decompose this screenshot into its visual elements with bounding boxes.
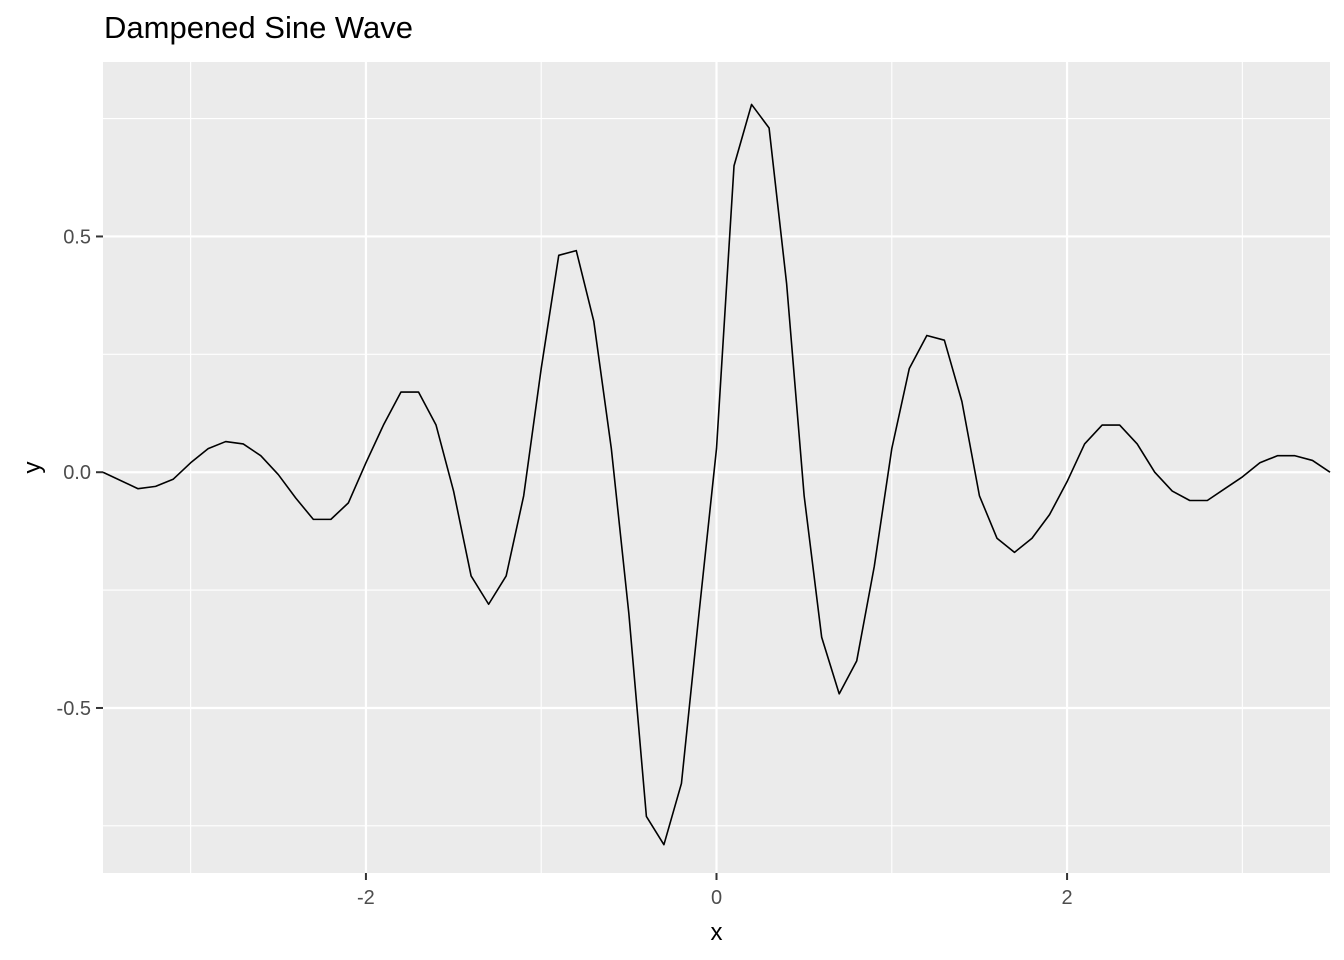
y-tick-label: -0.5 [57,698,91,720]
y-axis-ticks: -0.5 0.0 0.5 [57,226,103,720]
chart-title: Dampened Sine Wave [104,10,414,45]
y-tick-label: 0.0 [63,462,91,484]
x-axis-title: x [711,919,723,946]
series-line [102,103,1331,846]
y-axis-title: y [19,462,46,474]
x-tick-label: -2 [357,887,375,909]
x-tick-label: 2 [1062,887,1073,909]
y-tick-label: 0.5 [63,226,91,248]
x-tick-label: 0 [711,887,722,909]
major-gridlines [103,62,1330,873]
x-axis-ticks: -2 0 2 [357,873,1073,909]
